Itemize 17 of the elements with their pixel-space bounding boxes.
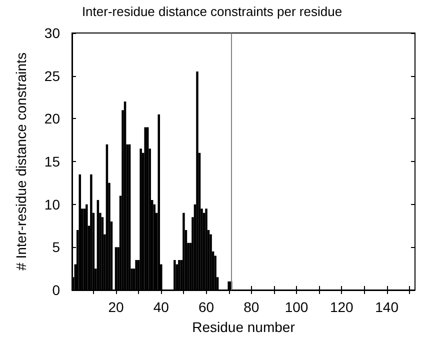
x-tick-label: 100 (284, 299, 308, 315)
x-axis-title: Residue number (192, 319, 296, 335)
y-tick-label: 25 (44, 68, 60, 84)
y-tick-label: 15 (44, 154, 60, 170)
x-tick-label: 40 (153, 299, 170, 315)
chart-title: Inter-residue distance constraints per residue (82, 4, 342, 19)
y-tick-label: 10 (44, 196, 60, 212)
y-tick-label: 5 (52, 239, 60, 256)
x-tick-label: 20 (108, 299, 124, 315)
y-tick-label: 30 (44, 25, 60, 41)
x-tick-label: 80 (244, 299, 260, 315)
x-tick-label: 60 (198, 299, 214, 315)
x-tick-label: 140 (375, 299, 399, 315)
y-axis-title: # Inter-residue distance constraints (13, 52, 29, 270)
y-tick-label: 20 (44, 110, 60, 127)
x-tick-label: 120 (330, 299, 354, 315)
y-tick-label: 0 (52, 282, 60, 298)
